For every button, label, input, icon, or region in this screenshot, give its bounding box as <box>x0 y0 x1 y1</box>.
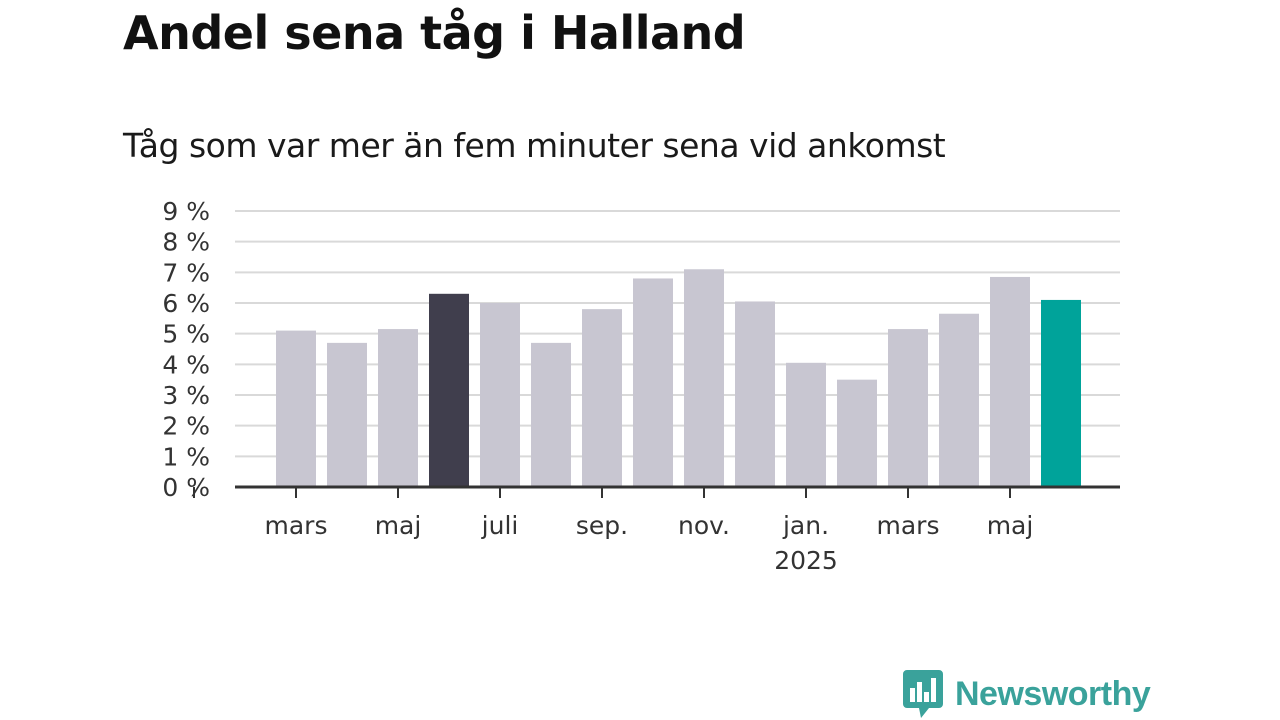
bar-chart: 0 %1 %2 %3 %4 %5 %6 %7 %8 %9 % mars maj ju… <box>162 197 1120 575</box>
y-tick-label: 2 % <box>162 412 210 441</box>
bar <box>939 313 979 487</box>
gridlines <box>235 210 1120 458</box>
bar <box>786 362 826 487</box>
chart-subtitle: Tåg som var mer än fem minuter sena vid … <box>123 126 946 165</box>
bar <box>735 301 775 487</box>
chart-title: Andel sena tåg i Halland <box>123 6 746 60</box>
x-tick-year-label: 2025 <box>774 546 838 575</box>
x-tick-label: maj <box>987 511 1034 540</box>
y-tick-label: 6 % <box>162 289 210 318</box>
y-tick-label: 0 % <box>162 473 210 502</box>
bar <box>990 276 1030 487</box>
y-tick-label: 1 % <box>162 442 210 471</box>
y-tick-label: 9 % <box>162 197 210 226</box>
bar <box>633 278 673 487</box>
bar <box>327 342 367 487</box>
bar <box>1041 299 1081 487</box>
x-tick-label: mars <box>877 511 940 540</box>
y-tick-label: 5 % <box>162 320 210 349</box>
bars <box>276 269 1081 487</box>
bar <box>480 303 520 487</box>
bar <box>837 379 877 487</box>
bar <box>531 342 571 487</box>
x-tick-label: maj <box>375 511 422 540</box>
x-tick-label: juli <box>481 511 519 540</box>
brand-logo: Newsworthy <box>903 670 1151 718</box>
y-tick-label: 3 % <box>162 381 210 410</box>
x-tick-label: jan. <box>782 511 829 540</box>
y-tick-label: 7 % <box>162 258 210 287</box>
bar-chart-speech-bubble-icon <box>903 670 943 718</box>
bar <box>429 293 469 487</box>
x-axis <box>193 485 1120 498</box>
bar <box>888 329 928 487</box>
bar <box>582 309 622 487</box>
x-tick-label: mars <box>265 511 328 540</box>
x-axis-ticks: mars maj juli sep. nov. jan. 2025 mars maj <box>265 511 1034 575</box>
y-tick-label: 8 % <box>162 228 210 257</box>
bar <box>276 330 316 487</box>
x-tick-label: sep. <box>576 511 628 540</box>
bar <box>684 269 724 487</box>
x-tick-label: nov. <box>678 511 730 540</box>
bar <box>378 329 418 487</box>
y-tick-label: 4 % <box>162 350 210 379</box>
brand-name: Newsworthy <box>955 674 1151 713</box>
y-axis-ticks: 0 %1 %2 %3 %4 %5 %6 %7 %8 %9 % <box>162 197 210 502</box>
